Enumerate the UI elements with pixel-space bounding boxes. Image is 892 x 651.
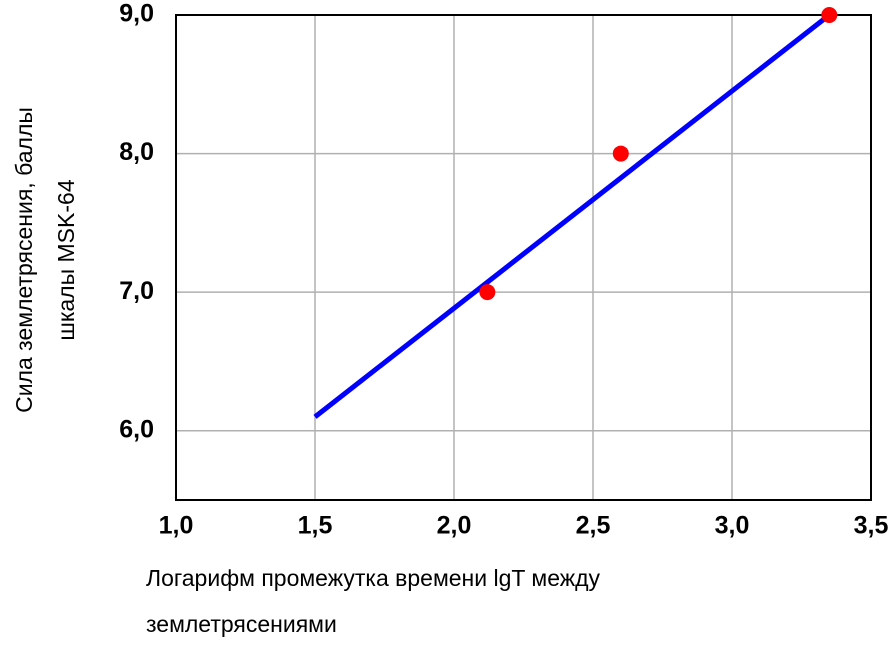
y-tick-label: 9,0	[119, 0, 154, 28]
data-point	[612, 145, 629, 162]
data-point	[821, 7, 838, 23]
trend-line	[313, 13, 831, 419]
y-tick-label: 6,0	[119, 415, 154, 443]
x-axis-label: землетрясениями	[146, 611, 337, 637]
x-tick-label: 2,5	[576, 512, 611, 540]
x-tick-label: 2,0	[437, 512, 472, 540]
y-axis-label: Сила землетрясения, баллы	[11, 107, 37, 413]
x-tick-label: 3,0	[715, 512, 750, 540]
plot-frame	[175, 14, 872, 501]
x-tick-label: 1,5	[298, 512, 333, 540]
y-axis-label: шкалы MSK-64	[53, 179, 79, 340]
x-axis-label: Логарифм промежутка времени lgT между	[146, 565, 601, 591]
x-tick-label: 3,5	[854, 512, 889, 540]
data-point	[479, 284, 496, 301]
y-tick-label: 8,0	[119, 138, 154, 166]
y-tick-label: 7,0	[119, 277, 154, 305]
x-tick-label: 1,0	[159, 512, 194, 540]
